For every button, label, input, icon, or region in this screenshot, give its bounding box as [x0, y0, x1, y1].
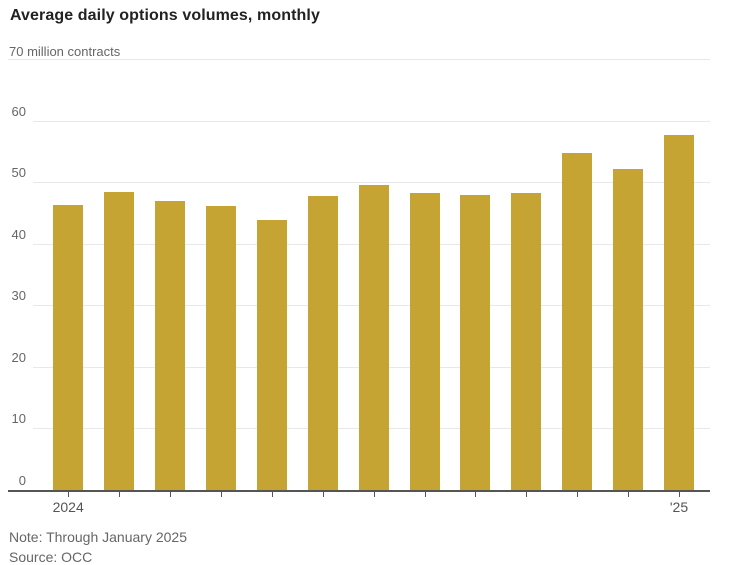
chart-note: Note: Through January 2025 [9, 529, 187, 545]
bar [256, 220, 287, 490]
y-tick-label: 50 [11, 165, 26, 181]
bar [664, 135, 694, 490]
bar [562, 153, 593, 490]
x-tick [424, 492, 426, 497]
x-tick [322, 492, 324, 497]
gridline [33, 182, 710, 184]
y-tick-label: 60 [11, 103, 26, 119]
bar [613, 169, 644, 490]
x-tick [170, 492, 171, 497]
bar [104, 191, 135, 490]
bar [460, 195, 491, 490]
bar [205, 206, 236, 490]
y-tick-label: 0 [18, 473, 26, 488]
bar [409, 193, 440, 490]
x-tick [679, 492, 680, 497]
x-tick-label: '25 [669, 499, 689, 515]
x-tick [373, 492, 375, 497]
x-tick [271, 492, 273, 497]
bar [53, 204, 84, 490]
x-tick [68, 492, 70, 497]
y-tick-label: 30 [11, 288, 26, 304]
bar [511, 193, 542, 490]
chart-title: Average daily options volumes, monthly [10, 7, 320, 24]
chart-source: Source: OCC [9, 549, 93, 565]
y-tick-label: 10 [11, 411, 26, 427]
bar [358, 184, 389, 490]
x-axis-line [8, 490, 710, 492]
x-tick [526, 492, 528, 497]
gridline [8, 59, 710, 60]
gridline [33, 120, 710, 122]
y-tick-label: 20 [11, 349, 26, 365]
x-tick [119, 492, 121, 497]
x-tick [475, 492, 477, 497]
bar [155, 201, 185, 490]
y-tick-label: 40 [11, 226, 26, 242]
bar [307, 196, 338, 490]
y-axis-unit-label: 70 million contracts [9, 44, 121, 59]
x-tick [628, 492, 630, 497]
x-tick-label: 2024 [52, 499, 84, 515]
x-tick [220, 492, 222, 497]
x-tick [577, 492, 579, 497]
